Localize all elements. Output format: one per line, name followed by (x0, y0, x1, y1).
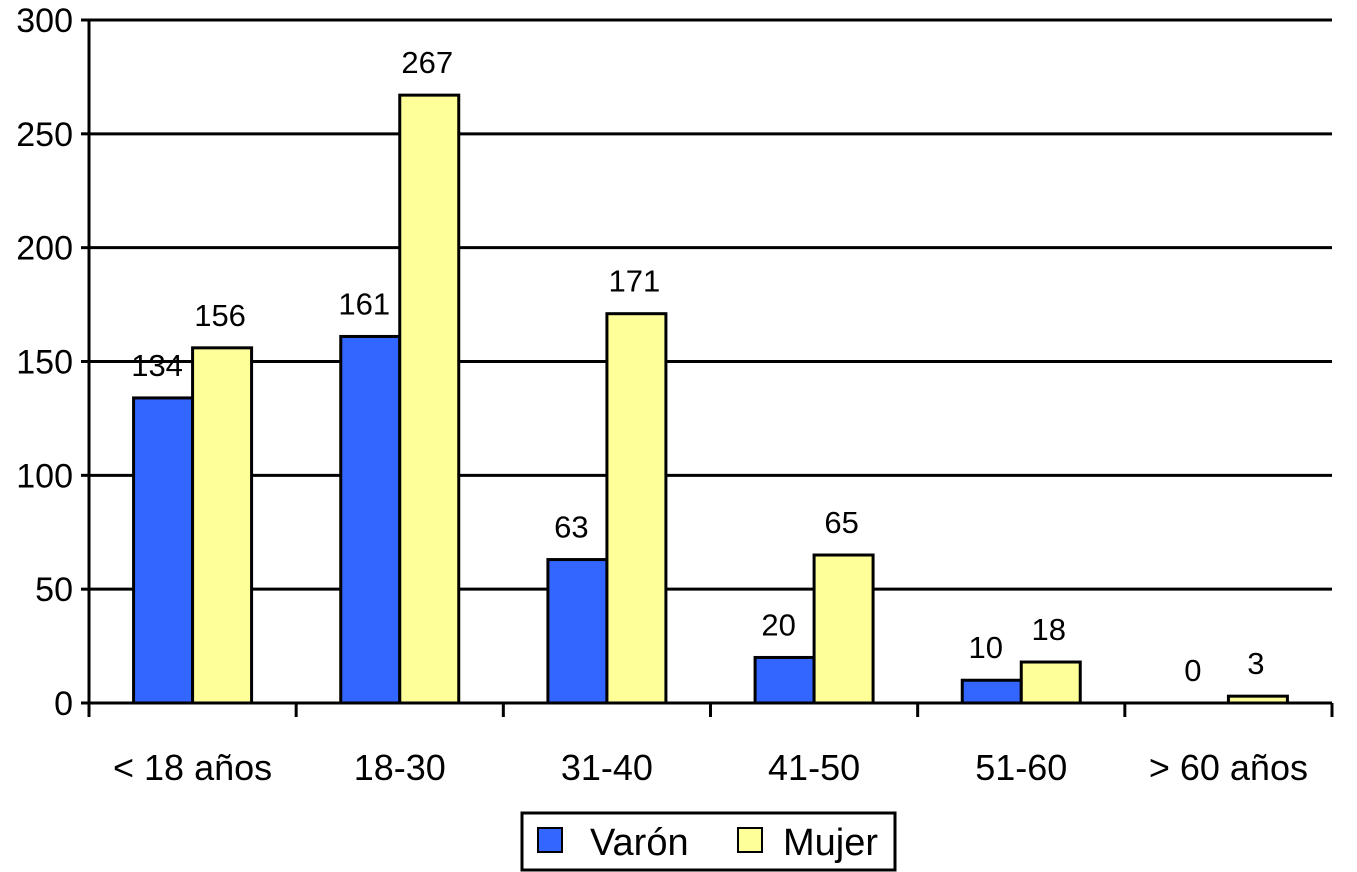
x-axis-ticks (87, 703, 1334, 717)
x-category-label: 18-30 (354, 747, 446, 788)
grid-lines (89, 18, 1332, 591)
data-label: 267 (401, 45, 453, 80)
bar-mujer (812, 553, 875, 705)
legend-label-varon: Varón (590, 822, 689, 864)
category-labels: < 18 años 18-30 31-40 41-50 51-60 > 60 años (113, 747, 1308, 788)
x-category-label: 31-40 (561, 747, 653, 788)
legend-label-mujer: Mujer (783, 822, 878, 864)
legend-swatch-mujer (737, 827, 763, 853)
legend-box (520, 811, 897, 872)
bar-mujer (1019, 660, 1082, 705)
data-label: 20 (761, 607, 795, 642)
data-label: 18 (1032, 612, 1066, 647)
bar-mujer (191, 346, 254, 705)
x-category-label: 51-60 (975, 747, 1067, 788)
data-label: 10 (969, 630, 1003, 665)
legend: Varón Mujer (520, 811, 897, 872)
data-label: 0 (1184, 653, 1201, 688)
x-category-label: > 60 años (1149, 747, 1308, 788)
y-tick-label: 300 (16, 2, 73, 40)
data-label: 156 (194, 298, 246, 333)
data-label: 161 (338, 286, 390, 321)
legend-swatch-varon (537, 827, 563, 853)
data-label: 65 (824, 505, 858, 540)
x-category-label: 41-50 (768, 747, 860, 788)
y-tick-label: 100 (16, 457, 73, 495)
y-tick-label: 200 (16, 230, 73, 268)
data-labels: 134 156 161 267 63 171 20 65 10 18 0 3 (131, 45, 1264, 688)
bar-varon (960, 678, 1023, 705)
bar-varon (339, 334, 402, 705)
data-label: 63 (554, 510, 588, 545)
y-tick-label: 150 (16, 344, 73, 382)
y-tick-label: 250 (16, 116, 73, 154)
x-category-label: < 18 años (113, 747, 272, 788)
bar-varon (546, 558, 609, 705)
bar-mujer (398, 93, 461, 705)
data-label: 171 (609, 264, 661, 299)
y-tick-label: 0 (54, 685, 73, 723)
y-tick-label: 50 (35, 571, 73, 609)
bar-mujer (605, 312, 668, 705)
bar-varon (132, 396, 195, 705)
data-label: 3 (1247, 646, 1264, 681)
bar-varon (753, 655, 816, 705)
bars (132, 93, 1289, 705)
data-label: 134 (131, 348, 183, 383)
y-axis-ticks: 0 50 100 150 200 250 300 (16, 2, 89, 723)
